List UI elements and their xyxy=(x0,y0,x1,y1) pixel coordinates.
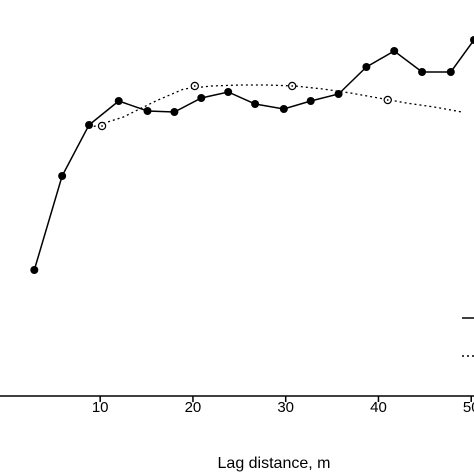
series-1-point-7 xyxy=(224,88,233,96)
x-tick-label-20: 20 xyxy=(185,399,202,416)
series-1-point-5 xyxy=(170,108,179,116)
x-tick-label-50: 50 xyxy=(463,399,474,416)
series-1-point-10 xyxy=(306,97,315,105)
series-2-point-center-2 xyxy=(291,85,294,87)
plot-area xyxy=(30,36,474,274)
x-tick-label-30: 30 xyxy=(277,399,294,416)
series-1-point-1 xyxy=(58,172,67,180)
x-tick-label-10: 10 xyxy=(92,399,109,416)
series-1-point-16 xyxy=(470,36,474,44)
series-1-point-13 xyxy=(390,47,399,55)
series-1-point-0 xyxy=(30,266,39,274)
series-2-point-center-0 xyxy=(101,125,103,127)
series-1-point-8 xyxy=(251,100,260,108)
x-axis-title: Lag distance, m xyxy=(218,455,331,472)
series-2-point-center-1 xyxy=(193,85,196,87)
legend xyxy=(462,317,474,357)
series-1-point-4 xyxy=(143,107,152,115)
series-1-point-6 xyxy=(197,94,206,102)
series-2-curve xyxy=(88,84,463,129)
series-1-point-2 xyxy=(85,121,94,129)
series-1-point-3 xyxy=(114,97,123,105)
x-axis: 10 20 30 40 50 xyxy=(0,395,474,416)
series-1-point-11 xyxy=(334,90,343,98)
series-1-point-15 xyxy=(446,68,455,76)
x-tick-label-40: 40 xyxy=(370,399,387,416)
series-1-point-14 xyxy=(418,68,427,76)
series-1-line xyxy=(33,39,474,271)
series-1-point-12 xyxy=(362,63,371,71)
series-1-point-9 xyxy=(279,105,288,113)
series-2-point-center-3 xyxy=(386,99,389,101)
